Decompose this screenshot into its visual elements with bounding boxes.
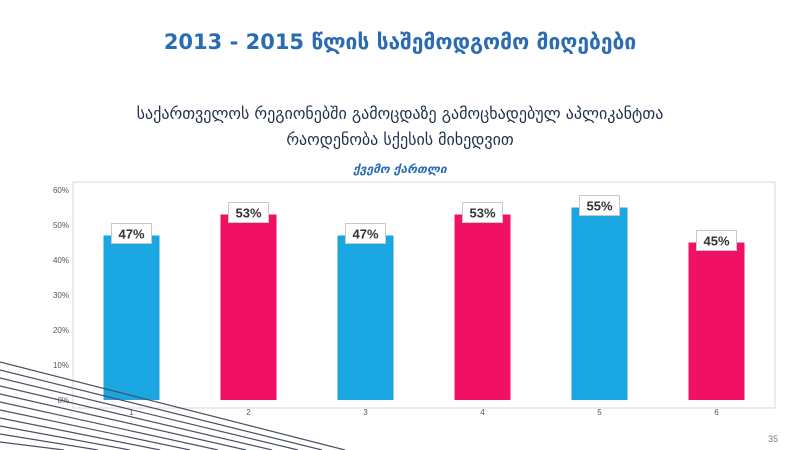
x-axis-ticks: 1 2 3 4 5 6 (129, 408, 719, 417)
data-label-box (696, 230, 737, 251)
data-label-box (462, 202, 503, 223)
x-tick-label: 6 (714, 408, 719, 417)
x-tick-label: 4 (480, 408, 485, 417)
subtitle-line-2: რაოდენობა სქესის მიხედვით (286, 130, 514, 149)
x-tick-label: 3 (363, 408, 368, 417)
bar-1 (103, 235, 160, 400)
bar-4 (454, 214, 511, 400)
plot-frame (72, 181, 776, 409)
subtitle-line-1: საქართველოს რეგიონებში გამოცდაზე გამოცხა… (136, 104, 664, 123)
x-tick-label: 2 (246, 408, 251, 417)
data-label-4: 53% (469, 206, 495, 221)
bar-3 (337, 235, 394, 400)
data-label-box (111, 223, 152, 244)
page-number: 35 (767, 434, 778, 444)
slide-subtitle: საქართველოს რეგიონებში გამოცდაზე გამოცხა… (40, 101, 760, 153)
slide-title: 2013 - 2015 წლის საშემოდგომო მიღებები (163, 30, 637, 54)
bar-6 (688, 242, 745, 400)
data-labels: 47% 53% 47% 53% 55% 45% (111, 195, 737, 251)
data-label-box (345, 223, 386, 244)
data-label-6: 45% (703, 234, 729, 249)
data-label-box (579, 195, 620, 216)
y-tick-label: 30% (53, 291, 69, 300)
y-tick-label: 10% (53, 361, 69, 370)
bar-2 (220, 214, 277, 400)
data-label-1: 47% (118, 227, 144, 242)
region-label: ქვემო ქართლი (353, 162, 447, 176)
y-tick-label: 50% (53, 221, 69, 230)
y-tick-label: 40% (53, 256, 69, 265)
x-tick-label: 5 (597, 408, 602, 417)
y-tick-label: 60% (53, 186, 69, 195)
data-label-box (228, 202, 269, 223)
bars (103, 207, 745, 400)
data-label-2: 53% (235, 206, 261, 221)
data-label-3: 47% (352, 227, 378, 242)
x-tick-label: 1 (129, 408, 134, 417)
y-tick-label: 20% (53, 326, 69, 335)
bar-5 (571, 207, 628, 400)
data-label-5: 55% (586, 199, 612, 214)
